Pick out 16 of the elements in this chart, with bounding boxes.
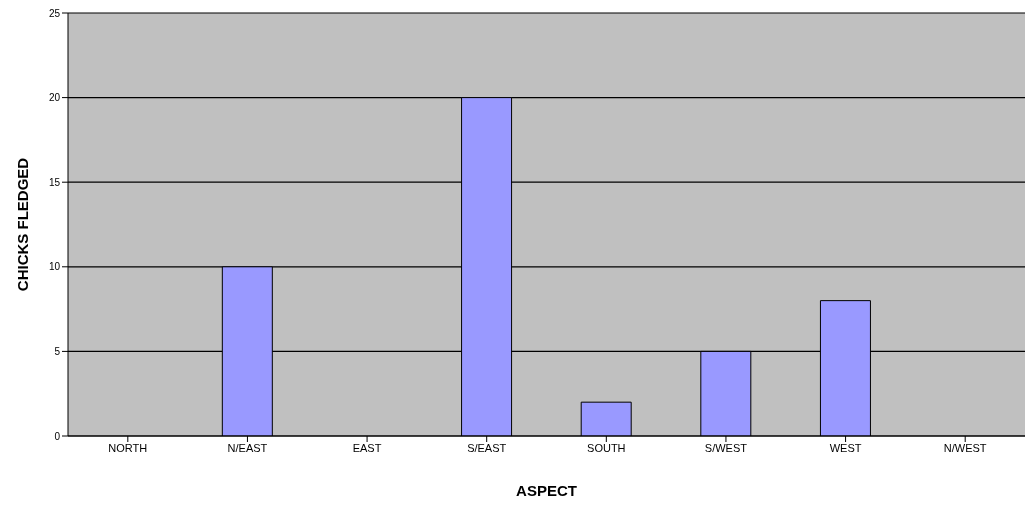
y-tick-label: 15 bbox=[48, 176, 61, 188]
x-tick-label: EAST bbox=[352, 441, 382, 454]
x-tick-label: SOUTH bbox=[587, 441, 626, 454]
y-axis-title: CHICKS FLEDGED bbox=[14, 157, 32, 292]
y-tick-label: 25 bbox=[48, 7, 61, 19]
x-tick-label: N/WEST bbox=[943, 441, 987, 454]
x-tick-label: NORTH bbox=[108, 441, 148, 454]
y-tick-label: 20 bbox=[48, 92, 61, 104]
x-tick-label: S/EAST bbox=[467, 441, 507, 454]
y-tick-label: 5 bbox=[54, 345, 61, 357]
y-tick-label: 0 bbox=[54, 430, 61, 442]
x-tick-label: N/EAST bbox=[227, 441, 268, 454]
x-tick-label: S/WEST bbox=[704, 441, 748, 454]
y-tick-label: 10 bbox=[48, 261, 61, 273]
x-tick-label: WEST bbox=[829, 441, 862, 454]
x-axis-title: ASPECT bbox=[516, 482, 577, 499]
